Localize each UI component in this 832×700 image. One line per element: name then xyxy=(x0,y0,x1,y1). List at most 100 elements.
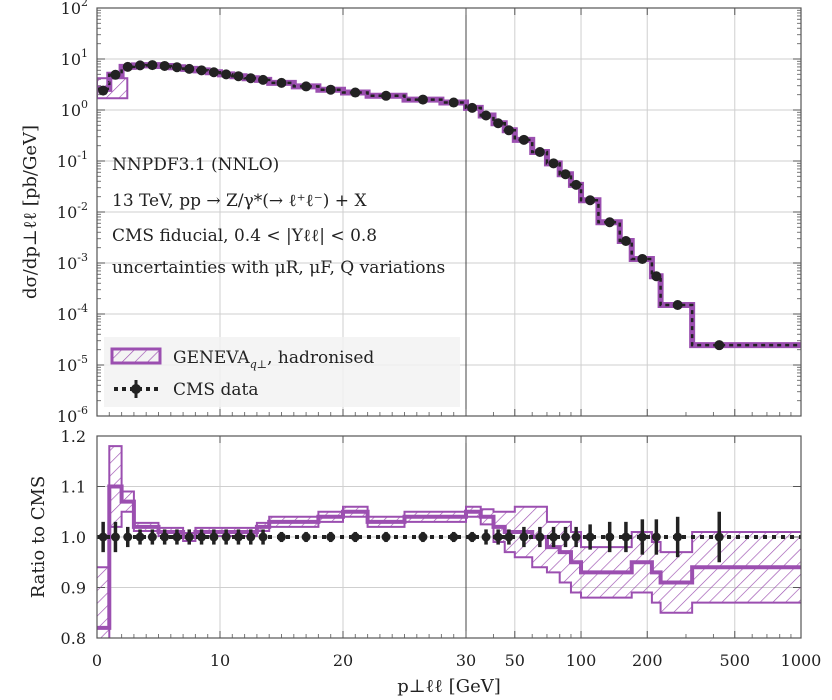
main-frame xyxy=(96,7,802,417)
annotation-block: NNPDF3.1 (NNLO) 13 TeV, pp → Z/γ*(→ ℓ⁺ℓ⁻… xyxy=(112,155,445,278)
main-y-tick-label: 10-4 xyxy=(57,302,88,324)
x-axis-title: p⊥ℓℓ [GeV] xyxy=(397,676,501,697)
cms-main-point xyxy=(221,69,232,80)
legend-entry-geneva: GENEVAq⊥, hadronised xyxy=(110,347,374,371)
cms-main-point xyxy=(503,125,514,136)
x-tick-label: 50 xyxy=(505,651,525,670)
cms-ratio-point xyxy=(209,532,219,542)
cms-ratio-point xyxy=(172,532,182,542)
cms-ratio-point xyxy=(467,532,477,542)
geneva-ratio-band-upper xyxy=(97,445,801,569)
geneva-ratio-band-bin xyxy=(97,567,110,638)
cms-ratio-point xyxy=(535,532,545,542)
ratio-y-tick-label: 1.1 xyxy=(61,478,86,497)
main-y-tick-label-base: 10 xyxy=(57,152,77,171)
svg-text:GENEVAq⊥, hadronised: GENEVAq⊥, hadronised xyxy=(173,348,374,371)
cms-main-point xyxy=(208,67,219,78)
cms-ratio-point xyxy=(381,532,391,542)
ratio-y-tick-label: 1.0 xyxy=(61,528,86,547)
main-y-tick-label-base: 10 xyxy=(61,50,81,69)
cms-main-point xyxy=(467,102,478,113)
cms-ratio-point xyxy=(350,532,360,542)
x-tick-label: 100 xyxy=(566,651,597,670)
cms-ratio-point xyxy=(519,532,529,542)
cms-main-point xyxy=(196,65,207,76)
x-tick-label: 10 xyxy=(210,651,230,670)
cms-ratio-point xyxy=(326,532,336,542)
main-y-tick-label-base: 10 xyxy=(57,305,77,324)
cms-main-point xyxy=(585,195,596,206)
cms-main-point xyxy=(110,69,121,80)
legend-entry-cms: CMS data xyxy=(114,380,258,400)
main-y-tick-label: 10-3 xyxy=(57,251,88,273)
cms-ratio-point xyxy=(98,532,108,542)
ratio-frame xyxy=(96,435,802,639)
main-y-tick-label-exponent: -5 xyxy=(77,353,88,366)
cms-ratio-point xyxy=(233,532,243,542)
x-tick-label: 1000 xyxy=(781,651,822,670)
main-y-tick-label-exponent: 1 xyxy=(81,47,88,60)
cms-main-point xyxy=(325,84,336,95)
cms-main-point xyxy=(135,60,146,71)
cms-ratio-point xyxy=(571,532,581,542)
cms-main-point xyxy=(301,81,312,92)
legend-label-cms: CMS data xyxy=(173,380,258,400)
ratio-y-axis-title: Ratio to CMS xyxy=(28,476,49,599)
cms-ratio-point xyxy=(585,532,595,542)
cms-ratio-point xyxy=(605,532,615,542)
main-y-tick-label-exponent: -2 xyxy=(77,200,88,213)
main-y-tick-label-exponent: -1 xyxy=(77,149,88,162)
legend-background xyxy=(104,337,460,407)
cms-main-point xyxy=(481,110,492,121)
cms-ratio-series xyxy=(97,511,801,563)
cms-main-point xyxy=(672,300,683,311)
cms-main-point xyxy=(417,94,428,105)
ratio-y-tick-label: 0.9 xyxy=(61,579,86,598)
ratio-y-tick-labels: 0.8 0.9 1.0 1.1 1.2 xyxy=(61,427,86,648)
annotation-fiducial: CMS fiducial, 0.4 < |Yℓℓ| < 0.8 xyxy=(112,226,377,246)
cms-ratio-point xyxy=(637,532,647,542)
cms-ratio-point xyxy=(135,532,145,542)
cms-main-point xyxy=(571,179,582,190)
cms-ratio-point xyxy=(651,532,661,542)
cms-main-point xyxy=(448,97,459,108)
annotation-uncertainties: uncertainties with μR, μF, Q variations xyxy=(112,258,445,278)
main-y-tick-label-base: 10 xyxy=(57,254,77,273)
cms-ratio-point xyxy=(147,532,157,542)
main-y-tick-label-exponent: -4 xyxy=(77,302,88,315)
cms-main-point xyxy=(159,60,170,71)
cms-ratio-point xyxy=(221,532,231,542)
cms-main-point xyxy=(147,60,158,71)
cms-main-point xyxy=(184,63,195,74)
main-y-tick-label-base: 10 xyxy=(61,101,81,120)
cms-main-point xyxy=(620,236,631,247)
geneva-ratio-band xyxy=(97,445,801,638)
main-y-tick-label: 10-5 xyxy=(57,353,88,375)
cms-main-point xyxy=(637,253,648,264)
cms-main-point xyxy=(518,134,529,145)
x-tick-label: 30 xyxy=(456,651,476,670)
ratio-panel: 0.8 0.9 1.0 1.1 1.2 Ratio to CMS xyxy=(28,427,802,648)
cms-ratio-point xyxy=(504,532,514,542)
cms-ratio-point xyxy=(123,532,133,542)
cms-main-point xyxy=(171,62,182,73)
legend-label-geneva: GENEVA xyxy=(173,348,250,368)
legend-label-geneva-suffix: , hadronised xyxy=(267,348,374,368)
main-y-tick-label-exponent: 0 xyxy=(81,98,88,111)
cms-main-point xyxy=(258,74,269,85)
x-tick-label: 500 xyxy=(720,651,751,670)
cms-main-point xyxy=(245,73,256,84)
cms-ratio-point xyxy=(258,532,268,542)
cms-main-point xyxy=(233,71,244,82)
cms-ratio-point xyxy=(493,532,503,542)
cms-main-dashed-line xyxy=(97,63,801,347)
main-y-tick-label: 10-2 xyxy=(57,200,88,222)
cms-series xyxy=(98,60,725,351)
cms-ratio-point xyxy=(301,532,311,542)
main-y-tick-label: 102 xyxy=(61,0,88,18)
cms-ratio-point xyxy=(184,532,194,542)
x-tick-label: 20 xyxy=(333,651,353,670)
main-y-tick-label-base: 10 xyxy=(57,203,77,222)
